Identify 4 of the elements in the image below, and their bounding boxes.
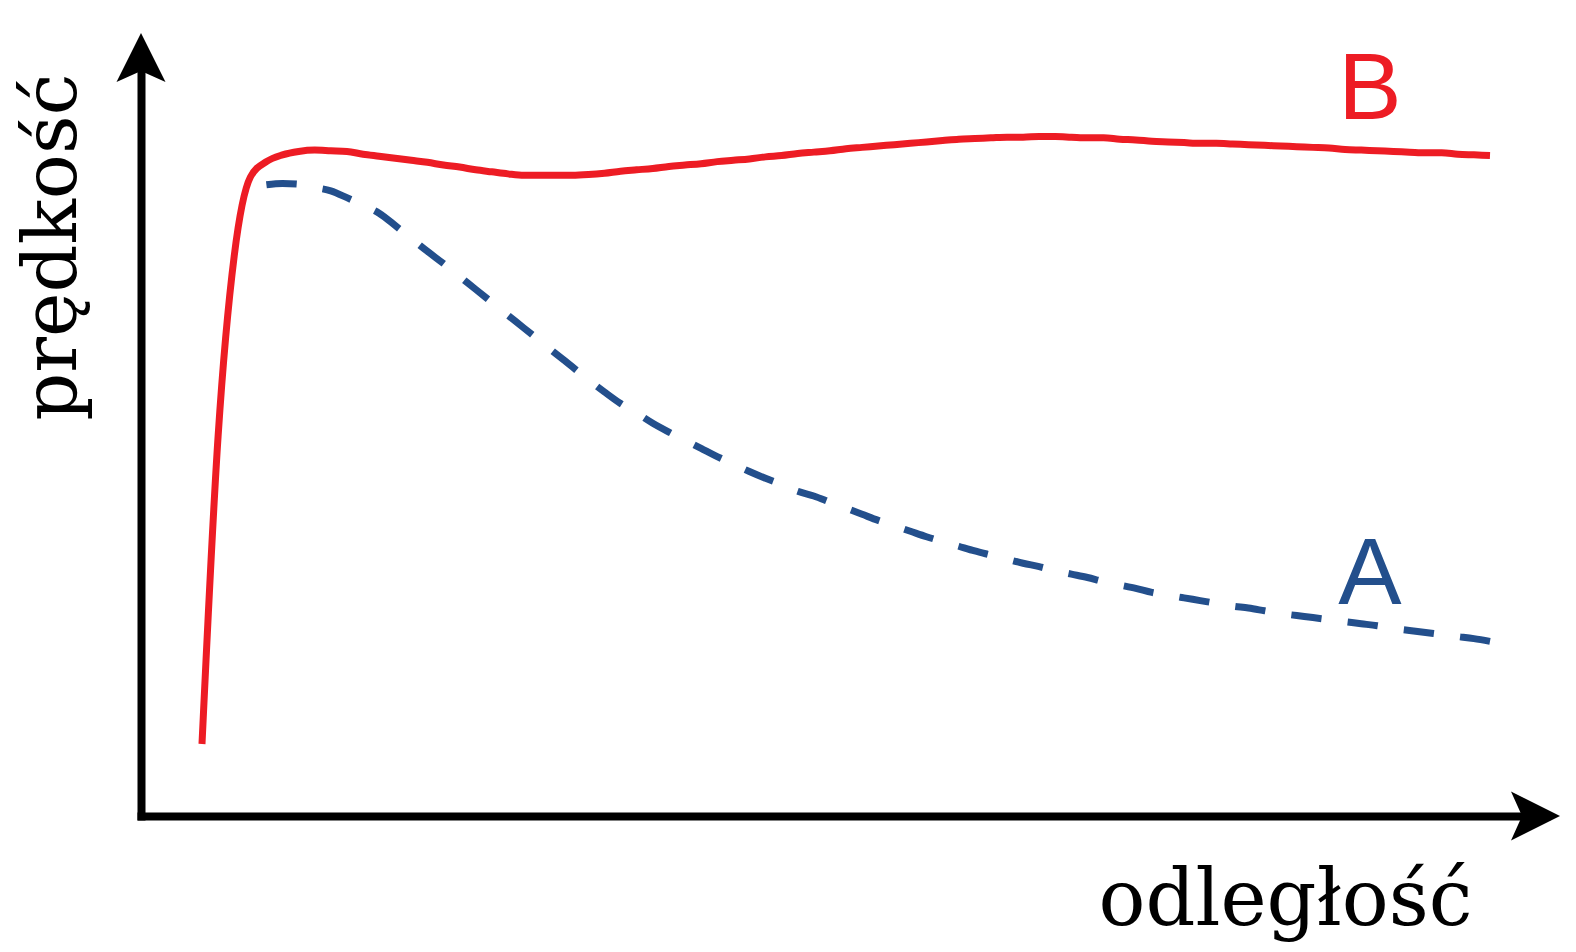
y-axis-title: prędkość	[5, 73, 94, 421]
series-label: B	[1338, 32, 1402, 139]
series-label: A	[1338, 518, 1403, 625]
x-axis-title: odległość	[1098, 852, 1473, 943]
